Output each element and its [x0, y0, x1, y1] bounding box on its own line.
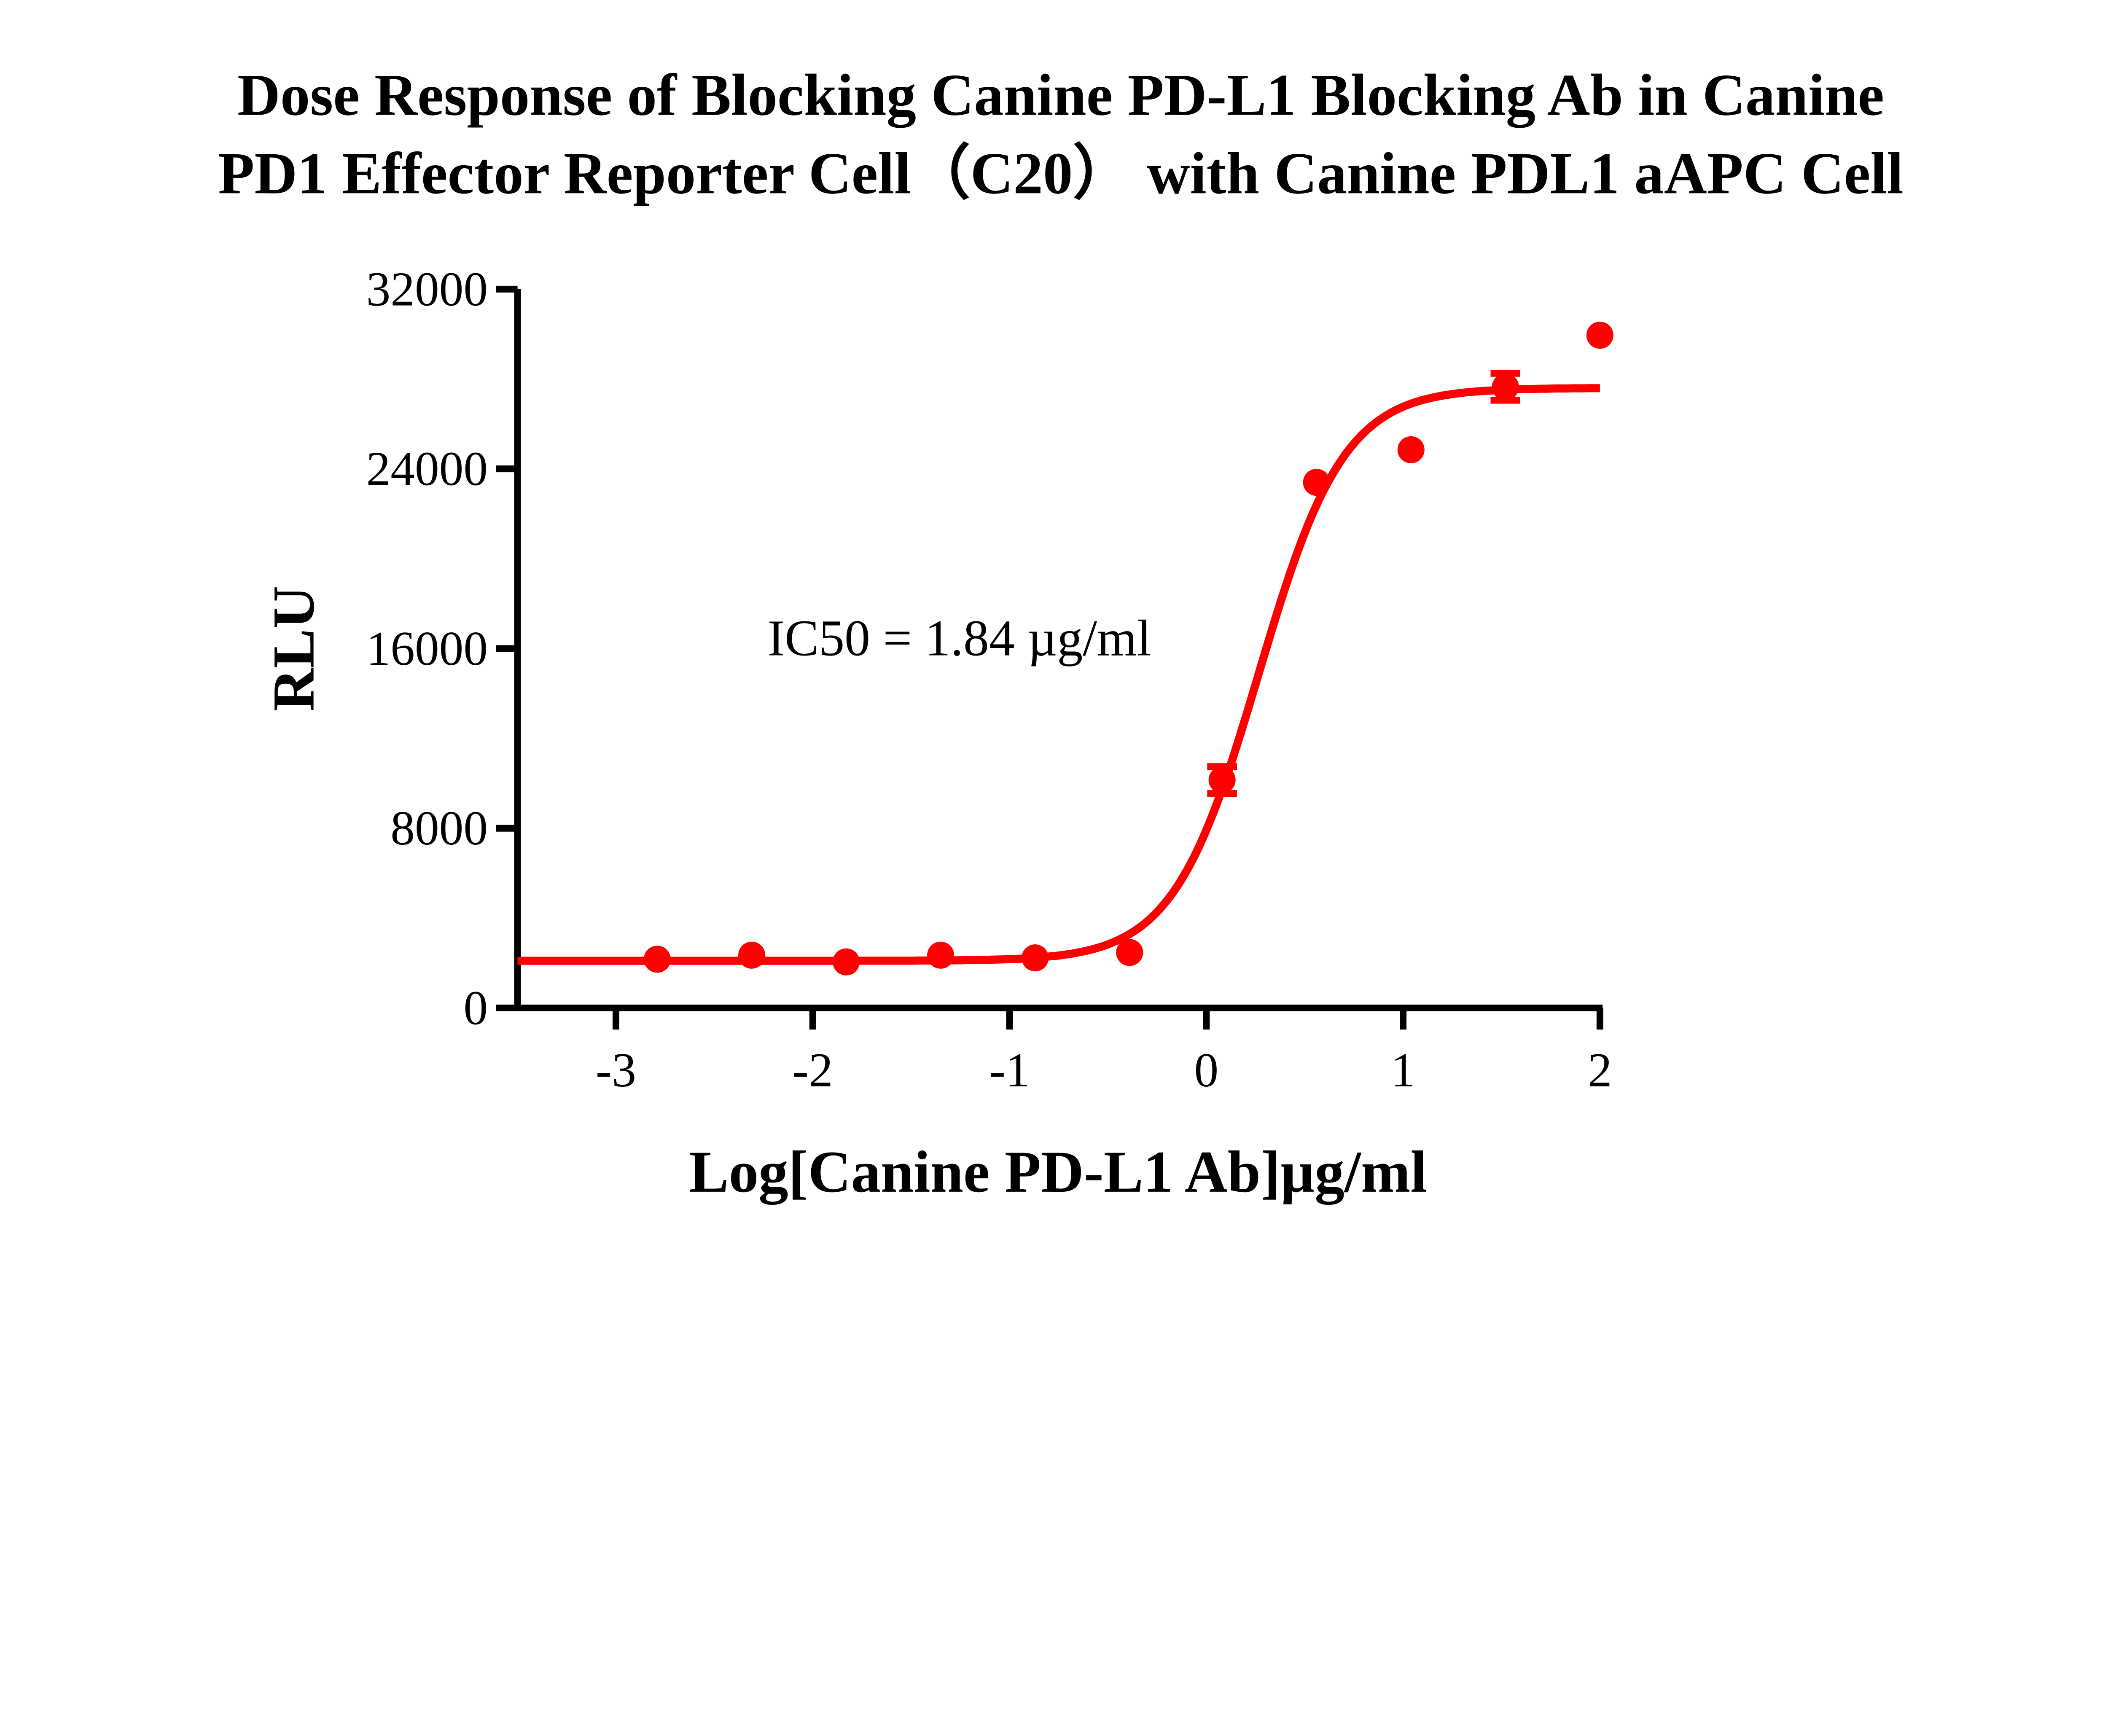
data-point	[643, 946, 671, 973]
y-tick-label: 0	[463, 981, 488, 1035]
ic50-annotation: IC50 = 1.84 µg/ml	[768, 610, 1151, 666]
x-tick-label: 0	[1194, 1043, 1218, 1097]
axes: -3 -2 -1 0 1 2 0 8000 16000 24000 32000	[366, 262, 1612, 1097]
data-point	[1303, 469, 1330, 496]
data-point	[1586, 322, 1613, 349]
marks	[517, 322, 1613, 975]
data-point	[1492, 373, 1519, 400]
data-point	[1208, 766, 1236, 794]
y-tick-label: 32000	[366, 262, 488, 316]
y-tick-label: 16000	[366, 621, 488, 675]
data-point	[927, 941, 955, 969]
x-tick-label: -2	[793, 1043, 833, 1097]
data-point	[1022, 944, 1049, 972]
data-point	[1116, 939, 1143, 966]
dose-response-chart: Dose Response of Blocking Canine PD-L1 B…	[218, 62, 1903, 1205]
chart-title-line-2: PD1 Effector Reporter Cell（C20） with Can…	[218, 140, 1903, 206]
data-point	[738, 941, 766, 969]
data-point	[833, 948, 860, 975]
data-point	[1397, 436, 1425, 463]
x-tick-label: 2	[1588, 1043, 1612, 1097]
x-tick-label: 1	[1391, 1043, 1415, 1097]
x-tick-label: -1	[989, 1043, 1030, 1097]
y-axis-label: RLU	[261, 586, 327, 712]
y-tick-label: 8000	[390, 801, 488, 855]
x-axis-label: Log[Canine PD-L1 Ab]µg/ml	[689, 1139, 1427, 1205]
x-tick-label: -3	[596, 1043, 636, 1097]
y-tick-label: 24000	[366, 442, 488, 496]
fit-curve	[517, 384, 1600, 965]
chart-title-line-1: Dose Response of Blocking Canine PD-L1 B…	[237, 62, 1884, 128]
